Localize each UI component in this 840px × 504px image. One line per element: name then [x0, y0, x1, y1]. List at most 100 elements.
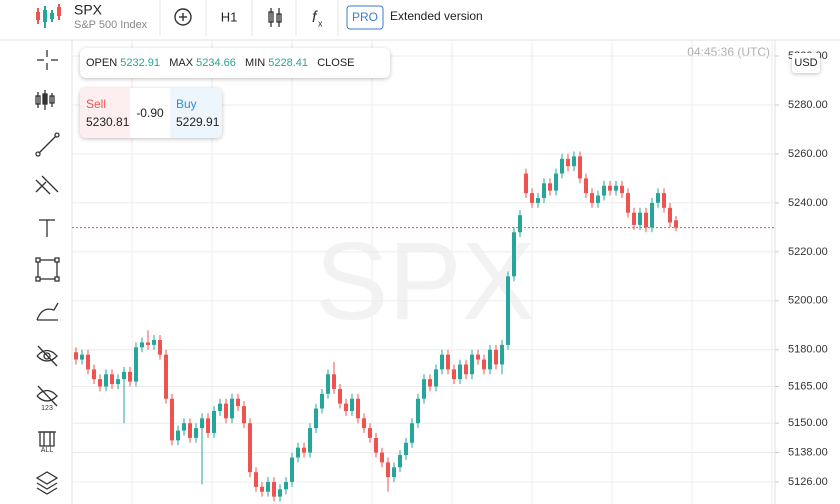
- hide-indicators-tool[interactable]: [36, 385, 58, 407]
- candle-body: [626, 193, 630, 213]
- candle-body: [92, 369, 96, 380]
- layers-tool[interactable]: [35, 471, 59, 495]
- y-tick-label: 5200.00: [788, 295, 828, 307]
- candle-body: [620, 185, 624, 194]
- candle-body: [374, 437, 378, 453]
- candle-body: [518, 215, 522, 233]
- y-tick-label: 5138.00: [788, 446, 828, 458]
- timeframe-button[interactable]: H1: [221, 9, 238, 24]
- add-indicator-button[interactable]: [174, 8, 192, 26]
- candle-body: [272, 481, 276, 497]
- pro-badge-box[interactable]: [346, 5, 384, 30]
- currency-button[interactable]: USD: [792, 53, 820, 73]
- buy-button[interactable]: Buy 5229.91: [170, 88, 222, 138]
- sell-label: Sell: [86, 97, 107, 111]
- candle-body: [176, 430, 180, 441]
- chart-type-button[interactable]: [268, 8, 282, 27]
- candle-body: [200, 418, 204, 429]
- candle-body: [320, 393, 324, 409]
- candle-body: [278, 489, 282, 497]
- candle-body: [488, 349, 492, 370]
- candle-body: [584, 178, 588, 194]
- candle-body: [134, 347, 138, 382]
- candle-body: [236, 398, 240, 407]
- candle-body: [644, 212, 648, 228]
- candle-body: [452, 369, 456, 380]
- delete-all-tool[interactable]: [38, 431, 56, 447]
- y-tick-label: 5126.00: [788, 476, 828, 488]
- ohlc-box: OPEN 5232.91 MAX 5234.66 MIN 5228.41 CLO…: [80, 48, 390, 99]
- candle-body: [110, 374, 114, 385]
- toolbar: [35, 50, 60, 495]
- sell-button[interactable]: Sell 5230.81: [80, 88, 130, 138]
- candle-body: [182, 423, 186, 431]
- y-tick-label: 5240.00: [788, 197, 828, 209]
- candle-body: [80, 354, 84, 360]
- max-value: 5234.66: [196, 57, 236, 69]
- min-value: 5228.41: [268, 57, 309, 69]
- text-tool[interactable]: [39, 219, 55, 237]
- extended-version[interactable]: Extended version: [390, 9, 483, 23]
- candle-body: [422, 379, 426, 399]
- y-tick-label: 5260.00: [788, 148, 828, 160]
- hide-drawings-tool[interactable]: [36, 345, 58, 367]
- candle-body: [218, 403, 222, 411]
- candle-body: [386, 462, 390, 478]
- candles-tool[interactable]: [35, 90, 55, 110]
- symbol[interactable]: SPX: [74, 2, 103, 18]
- y-tick-label: 5220.00: [788, 246, 828, 258]
- candle-body: [116, 379, 120, 385]
- candle-body: [614, 185, 618, 191]
- candle-body: [212, 410, 216, 434]
- y-tick-label: 5150.00: [788, 417, 828, 429]
- candle-body: [458, 364, 462, 380]
- candle-body: [434, 369, 438, 387]
- y-tick-label: 5180.00: [788, 344, 828, 356]
- watermark: SPX: [315, 220, 535, 343]
- max-label: MAX: [169, 57, 194, 69]
- candle-body: [380, 452, 384, 463]
- candle-body: [86, 354, 90, 370]
- line-tool[interactable]: [35, 132, 60, 157]
- candle-body: [512, 232, 516, 277]
- symbol-name: S&P 500 Index: [74, 19, 148, 31]
- candle-body: [596, 195, 600, 203]
- candle-body: [602, 185, 606, 196]
- candle-body: [416, 398, 420, 424]
- candle-body: [344, 403, 348, 411]
- candle-body: [98, 379, 102, 387]
- candle-body: [326, 374, 330, 394]
- candle-body: [524, 173, 528, 194]
- pro-badge[interactable]: PRO: [352, 10, 378, 24]
- crosshair-tool[interactable]: [37, 50, 58, 70]
- candle-body: [74, 352, 78, 360]
- candle-body: [260, 486, 264, 492]
- candle-body: [536, 198, 540, 203]
- y-tick-label: 5280.00: [788, 99, 828, 111]
- candle-body: [248, 423, 252, 473]
- candle-body: [362, 418, 366, 429]
- open-value: 5232.91: [120, 57, 161, 69]
- candle-body: [230, 398, 234, 419]
- indicators-button-sub: x: [318, 18, 323, 28]
- indicators-button[interactable]: f: [312, 9, 318, 26]
- min-label: MIN: [245, 57, 266, 69]
- candle-body: [140, 342, 144, 348]
- candle-body: [158, 339, 162, 355]
- candle-body: [548, 183, 552, 191]
- candle-body: [338, 388, 342, 404]
- candle-body: [314, 408, 318, 429]
- candle-body: [128, 371, 132, 382]
- draw-tool[interactable]: [36, 302, 59, 321]
- candle-body: [470, 354, 474, 375]
- logo: [36, 4, 61, 28]
- candle-body: [410, 423, 414, 443]
- shape-tool[interactable]: [35, 257, 60, 282]
- time: 04:45:36 (UTC): [687, 45, 770, 59]
- candle-body: [476, 354, 480, 360]
- candle-body: [638, 212, 642, 225]
- candle-body: [590, 193, 594, 203]
- channel-tool[interactable]: [35, 175, 59, 195]
- candle-body: [608, 185, 612, 191]
- close-label: CLOSE: [317, 57, 355, 69]
